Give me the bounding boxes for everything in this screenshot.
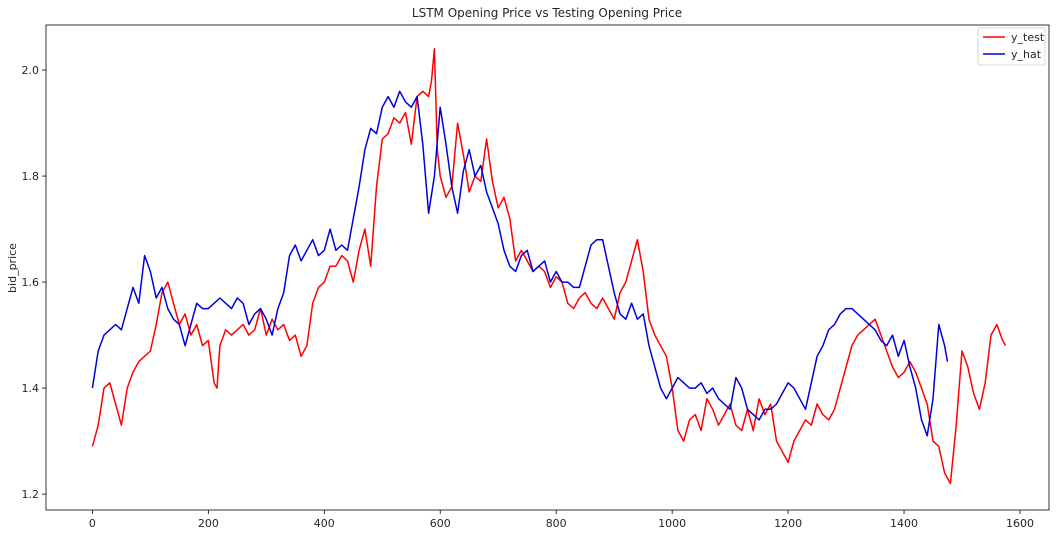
y-axis-ticks: 1.2 1.4 1.6 1.8 2.0 — [22, 64, 46, 501]
x-tick-label: 0 — [89, 517, 96, 530]
y-axis-label: bid_price — [6, 243, 19, 293]
plot-area — [45, 24, 1050, 511]
legend-label-y-hat: y_hat — [1011, 48, 1042, 61]
x-tick-label: 200 — [198, 517, 219, 530]
x-tick-label: 400 — [314, 517, 335, 530]
legend-label-y-test: y_test — [1011, 31, 1045, 44]
series-line-y-test — [91, 48, 1007, 485]
chart-title: LSTM Opening Price vs Testing Opening Pr… — [412, 6, 682, 20]
x-tick-label: 800 — [546, 517, 567, 530]
x-tick-label: 1400 — [890, 517, 918, 530]
y-tick-label: 1.8 — [22, 170, 40, 183]
y-tick-label: 1.2 — [22, 488, 40, 501]
y-tick-label: 2.0 — [22, 64, 40, 77]
series-line-y-hat — [91, 90, 949, 437]
y-tick-label: 1.6 — [22, 276, 40, 289]
x-tick-label: 1200 — [774, 517, 802, 530]
x-tick-label: 1600 — [1006, 517, 1034, 530]
x-tick-label: 600 — [430, 517, 451, 530]
series-layer — [91, 48, 1007, 485]
y-tick-label: 1.4 — [22, 382, 40, 395]
legend: y_test y_hat — [977, 27, 1046, 66]
x-tick-label: 1000 — [658, 517, 686, 530]
x-axis-ticks: 0 200 400 600 800 1000 1200 1400 1600 — [89, 510, 1034, 530]
